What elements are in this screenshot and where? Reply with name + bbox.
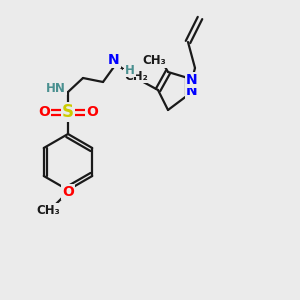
Text: O: O (86, 105, 98, 119)
Text: O: O (62, 185, 74, 199)
Text: CH₃: CH₃ (36, 203, 60, 217)
Text: N: N (186, 84, 198, 98)
Text: S: S (62, 103, 74, 121)
Text: N: N (186, 73, 198, 87)
Text: HN: HN (46, 82, 66, 94)
Text: H: H (125, 64, 135, 76)
Text: CH₂: CH₂ (124, 70, 148, 83)
Text: N: N (108, 53, 120, 67)
Text: CH₃: CH₃ (142, 55, 166, 68)
Text: O: O (38, 105, 50, 119)
